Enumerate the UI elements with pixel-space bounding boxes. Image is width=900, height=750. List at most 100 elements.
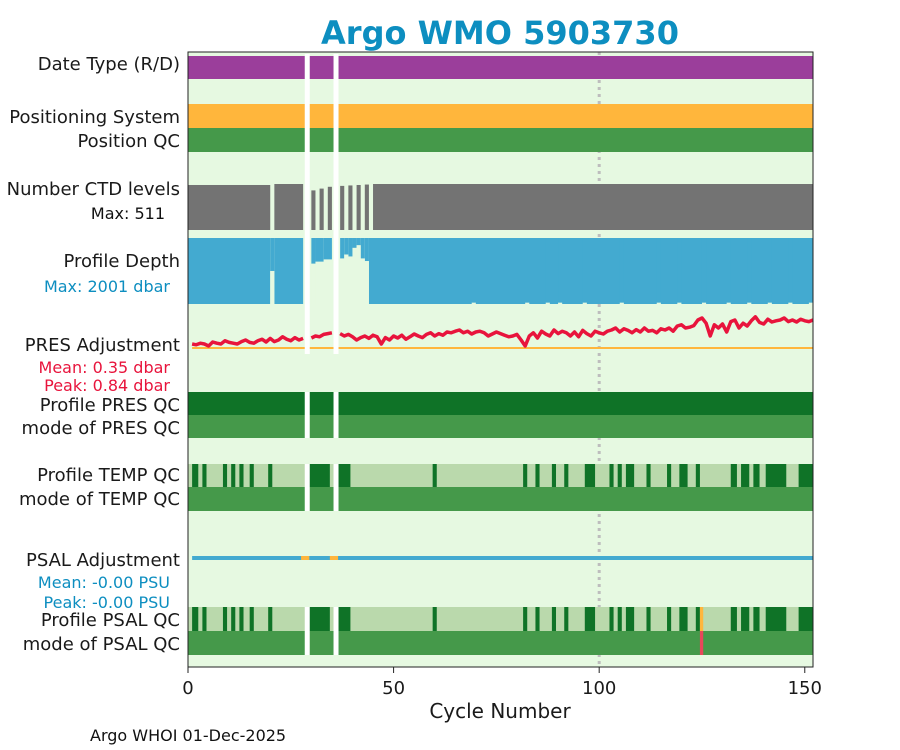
profile-psal-qc-dark bbox=[753, 607, 760, 631]
profile-depth-bar bbox=[348, 238, 353, 257]
missing-cycle-gap bbox=[333, 54, 339, 354]
profile-depth-bar bbox=[558, 238, 563, 303]
missing-cycle-gap bbox=[304, 607, 310, 655]
row-label: Profile TEMP QC bbox=[37, 465, 180, 486]
missing-cycle-gap bbox=[333, 392, 339, 438]
missing-cycle-gap bbox=[304, 392, 310, 438]
x-axis: 0 50 100 150 bbox=[182, 667, 822, 699]
profile-depth-gap bbox=[360, 258, 365, 304]
profile-depth-gap bbox=[344, 254, 349, 304]
profile-depth-gap bbox=[747, 302, 752, 304]
profile-depth-gap bbox=[311, 263, 316, 304]
profile-depth-bar bbox=[471, 238, 476, 303]
row-label: Date Type (R/D) bbox=[38, 54, 180, 75]
profile-psal-qc-dark bbox=[309, 607, 330, 631]
mode-psal-qc-bar bbox=[188, 631, 813, 655]
profile-temp-qc-dark bbox=[625, 464, 635, 487]
ctd-levels-bar bbox=[319, 188, 324, 230]
profile-depth-gap bbox=[270, 270, 275, 304]
row-stat-label: Max: 511 bbox=[91, 204, 165, 223]
row-label: PRES Adjustment bbox=[25, 335, 180, 356]
profile-temp-qc-dark bbox=[222, 464, 228, 487]
profile-temp-qc-dark bbox=[192, 464, 199, 487]
profile-depth-bar bbox=[767, 238, 772, 303]
profile-temp-qc-dark bbox=[338, 464, 351, 487]
mode-psal-qc-flag bbox=[699, 631, 704, 655]
profile-psal-qc-dark bbox=[730, 607, 737, 631]
profile-temp-qc-dark bbox=[741, 464, 750, 487]
profile-temp-qc-dark bbox=[667, 464, 672, 487]
row-label: PSAL Adjustment bbox=[26, 550, 180, 571]
profile-depth-gap bbox=[323, 259, 332, 304]
profile-depth-bar bbox=[701, 238, 707, 303]
profile-psal-qc-dark bbox=[432, 607, 437, 631]
profile-psal-qc-dark bbox=[798, 607, 813, 631]
profile-psal-qc-dark bbox=[523, 607, 528, 631]
profile-depth-bar bbox=[270, 238, 275, 271]
mode-pres-qc-bar bbox=[188, 415, 813, 438]
profile-temp-qc-dark bbox=[551, 464, 557, 487]
profile-depth-bar bbox=[188, 238, 271, 304]
profile-depth-bar bbox=[323, 238, 332, 260]
pres-adjustment-line bbox=[191, 335, 304, 348]
chart-title: Argo WMO 5903730 bbox=[321, 14, 679, 52]
profile-psal-qc-flag bbox=[699, 607, 704, 631]
profile-psal-qc-dark bbox=[765, 607, 787, 631]
profile-depth-bar bbox=[352, 238, 357, 248]
profile-psal-qc-bar bbox=[188, 607, 813, 631]
row-stat-label: Mean: 0.35 dbar bbox=[39, 358, 171, 377]
ctd-levels-bar bbox=[327, 186, 332, 230]
profile-depth-bar bbox=[726, 238, 731, 303]
profile-psal-qc-dark bbox=[551, 607, 557, 631]
profile-temp-qc-dark bbox=[695, 464, 700, 487]
profile-psal-qc-dark bbox=[564, 607, 569, 631]
profile-temp-qc-dark bbox=[798, 464, 813, 487]
profile-temp-qc-dark bbox=[679, 464, 688, 487]
row-stat-label: Max: 2001 dbar bbox=[44, 277, 170, 296]
profile-temp-qc-dark bbox=[239, 464, 244, 487]
ctd-levels-bar bbox=[348, 185, 353, 230]
x-tick-label: 0 bbox=[182, 678, 193, 699]
profile-temp-qc-dark bbox=[765, 464, 787, 487]
profile-temp-qc-dark bbox=[523, 464, 528, 487]
row-label: Positioning System bbox=[9, 107, 180, 128]
ctd-levels-bar bbox=[356, 184, 361, 230]
row-label: Number CTD levels bbox=[7, 179, 180, 200]
profile-psal-qc-dark bbox=[231, 607, 236, 631]
row-stat-label: Mean: -0.00 PSU bbox=[38, 573, 170, 592]
pres-adjustment-line bbox=[310, 331, 333, 340]
profile-psal-qc-dark bbox=[268, 607, 273, 631]
mode-temp-qc-bar bbox=[188, 487, 813, 511]
row-label: Profile PRES QC bbox=[40, 395, 180, 416]
profile-depth-bar bbox=[274, 238, 304, 304]
missing-cycle-gap bbox=[304, 54, 310, 354]
row-label: mode of TEMP QC bbox=[19, 489, 180, 510]
x-tick-label: 150 bbox=[788, 678, 822, 699]
profile-depth-bar bbox=[619, 238, 624, 303]
profile-depth-gap bbox=[545, 302, 550, 304]
profile-psal-qc-dark bbox=[625, 607, 635, 631]
profile-depth-bar bbox=[808, 238, 813, 303]
profile-temp-qc-dark bbox=[753, 464, 760, 487]
date-type-bar bbox=[188, 56, 813, 79]
profile-psal-qc-dark bbox=[222, 607, 228, 631]
profile-depth-bar bbox=[360, 238, 365, 259]
profile-temp-qc-dark bbox=[730, 464, 737, 487]
profile-depth-gap bbox=[677, 302, 682, 304]
row-labels: Date Type (R/D) Positioning System Positio… bbox=[7, 54, 180, 655]
ctd-levels-bar bbox=[311, 190, 316, 230]
profile-depth-gap bbox=[808, 302, 813, 304]
pres-adjustment-line bbox=[339, 315, 814, 348]
profile-psal-qc-dark bbox=[584, 607, 596, 631]
position-qc-bar bbox=[188, 128, 813, 152]
row-label: Profile PSAL QC bbox=[41, 610, 180, 631]
profile-depth-gap bbox=[352, 247, 357, 304]
profile-psal-qc-dark bbox=[202, 607, 207, 631]
profile-depth-gap bbox=[315, 261, 324, 304]
profile-depth-gap bbox=[340, 258, 345, 304]
profile-depth-bar bbox=[311, 238, 316, 264]
profile-depth-gap bbox=[767, 302, 772, 304]
profile-depth-bar bbox=[582, 238, 587, 303]
x-tick-label: 50 bbox=[382, 678, 405, 699]
profile-depth-gap bbox=[558, 302, 563, 304]
